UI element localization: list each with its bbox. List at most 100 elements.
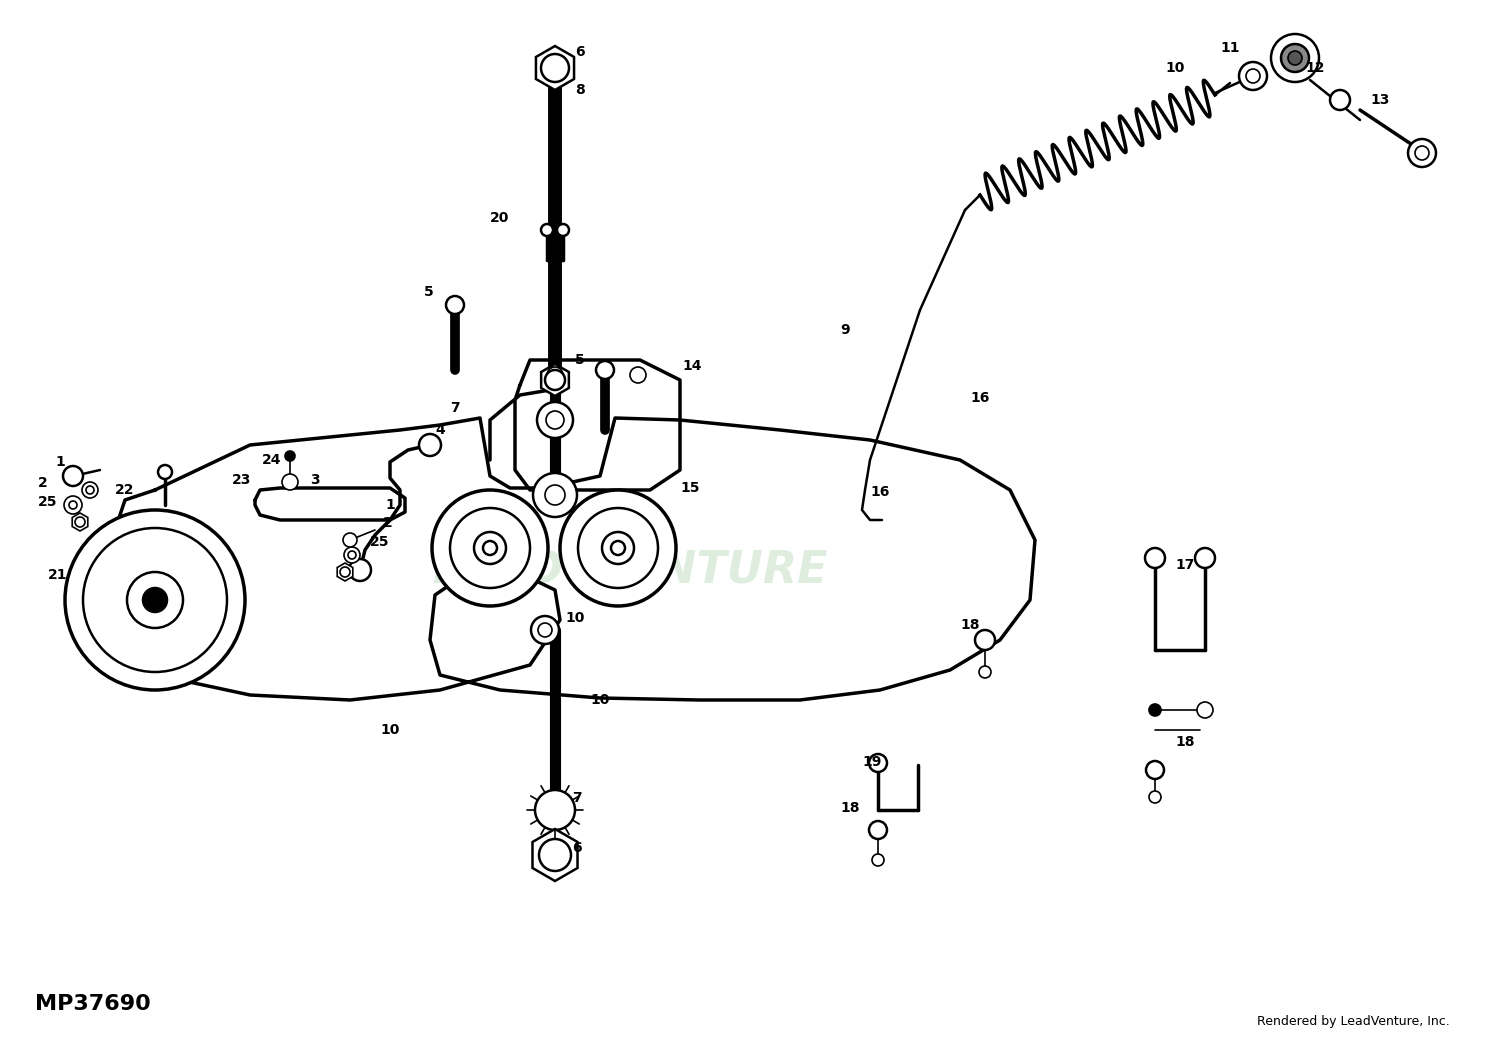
Circle shape: [1144, 548, 1166, 568]
Circle shape: [1196, 548, 1215, 568]
Polygon shape: [536, 46, 574, 90]
Circle shape: [546, 411, 564, 430]
Text: 6: 6: [574, 45, 585, 59]
Text: 4: 4: [435, 423, 445, 437]
Text: 18: 18: [1174, 735, 1194, 749]
Circle shape: [142, 588, 166, 612]
Circle shape: [350, 560, 370, 581]
Text: Rendered by LeadVenture, Inc.: Rendered by LeadVenture, Inc.: [1257, 1015, 1450, 1028]
Text: LEAD  VENTURE: LEAD VENTURE: [433, 548, 828, 592]
Text: 5: 5: [574, 353, 585, 367]
Circle shape: [610, 541, 626, 555]
Circle shape: [1408, 139, 1436, 167]
Text: 1: 1: [56, 456, 64, 469]
Circle shape: [1288, 51, 1302, 66]
Text: 10: 10: [566, 612, 585, 625]
Text: 19: 19: [862, 755, 882, 769]
Polygon shape: [542, 364, 568, 396]
Circle shape: [64, 496, 82, 514]
Circle shape: [82, 482, 98, 498]
Circle shape: [450, 508, 530, 588]
Text: 18: 18: [960, 618, 980, 632]
Circle shape: [483, 541, 496, 555]
Circle shape: [282, 474, 298, 490]
Circle shape: [285, 451, 296, 461]
Circle shape: [538, 623, 552, 636]
Circle shape: [64, 510, 244, 690]
Text: 8: 8: [574, 83, 585, 97]
Text: 21: 21: [48, 568, 68, 582]
Circle shape: [1149, 791, 1161, 803]
Circle shape: [975, 630, 994, 650]
Circle shape: [158, 465, 172, 479]
Circle shape: [86, 486, 94, 494]
Circle shape: [1246, 69, 1260, 83]
Circle shape: [69, 501, 76, 509]
Circle shape: [531, 616, 560, 644]
Text: 10: 10: [1166, 61, 1185, 75]
Text: 10: 10: [380, 723, 399, 737]
Circle shape: [602, 532, 634, 564]
Circle shape: [82, 528, 226, 672]
Text: 6: 6: [572, 841, 582, 855]
Text: 22: 22: [116, 483, 135, 497]
Circle shape: [548, 367, 562, 383]
Circle shape: [560, 490, 676, 606]
Circle shape: [75, 517, 86, 527]
Circle shape: [1330, 90, 1350, 110]
Text: 1: 1: [386, 498, 394, 512]
Circle shape: [542, 224, 554, 236]
Polygon shape: [72, 513, 88, 531]
Circle shape: [446, 296, 464, 314]
Polygon shape: [338, 563, 352, 581]
Text: 7: 7: [450, 401, 459, 415]
Circle shape: [128, 572, 183, 628]
Circle shape: [596, 361, 613, 379]
Circle shape: [63, 466, 82, 486]
Circle shape: [348, 551, 355, 560]
Circle shape: [544, 485, 566, 505]
Text: 24: 24: [262, 453, 282, 467]
Text: 16: 16: [970, 391, 990, 405]
Polygon shape: [532, 829, 578, 881]
Circle shape: [1197, 702, 1214, 718]
Circle shape: [1239, 62, 1268, 90]
Circle shape: [868, 754, 886, 772]
Circle shape: [1281, 44, 1310, 72]
Circle shape: [1146, 761, 1164, 779]
Circle shape: [538, 839, 572, 872]
Circle shape: [419, 434, 441, 456]
Circle shape: [630, 367, 646, 383]
Text: 12: 12: [1305, 61, 1324, 75]
Circle shape: [544, 370, 566, 390]
Text: 15: 15: [680, 482, 699, 495]
Text: 2: 2: [382, 516, 393, 530]
Circle shape: [578, 508, 658, 588]
Circle shape: [474, 532, 506, 564]
Text: 5: 5: [424, 285, 433, 300]
Text: 9: 9: [840, 323, 849, 337]
Circle shape: [537, 402, 573, 438]
Text: 25: 25: [370, 535, 390, 549]
Text: 3: 3: [310, 473, 320, 487]
Circle shape: [1414, 146, 1430, 160]
Circle shape: [556, 224, 568, 236]
Text: 17: 17: [1174, 558, 1194, 572]
Circle shape: [432, 490, 548, 606]
Text: 13: 13: [1370, 93, 1389, 107]
Text: 16: 16: [870, 485, 889, 499]
Text: 18: 18: [840, 801, 860, 815]
Circle shape: [542, 54, 568, 82]
Text: 23: 23: [232, 473, 252, 487]
Text: 2: 2: [38, 476, 48, 490]
Text: 11: 11: [1220, 41, 1239, 55]
Circle shape: [344, 532, 357, 547]
Text: 7: 7: [572, 791, 582, 805]
Circle shape: [532, 473, 578, 517]
Circle shape: [868, 821, 886, 839]
Circle shape: [1270, 34, 1318, 82]
Text: 14: 14: [682, 359, 702, 373]
Text: 10: 10: [590, 693, 609, 707]
Text: 25: 25: [38, 495, 57, 509]
Circle shape: [980, 666, 992, 678]
